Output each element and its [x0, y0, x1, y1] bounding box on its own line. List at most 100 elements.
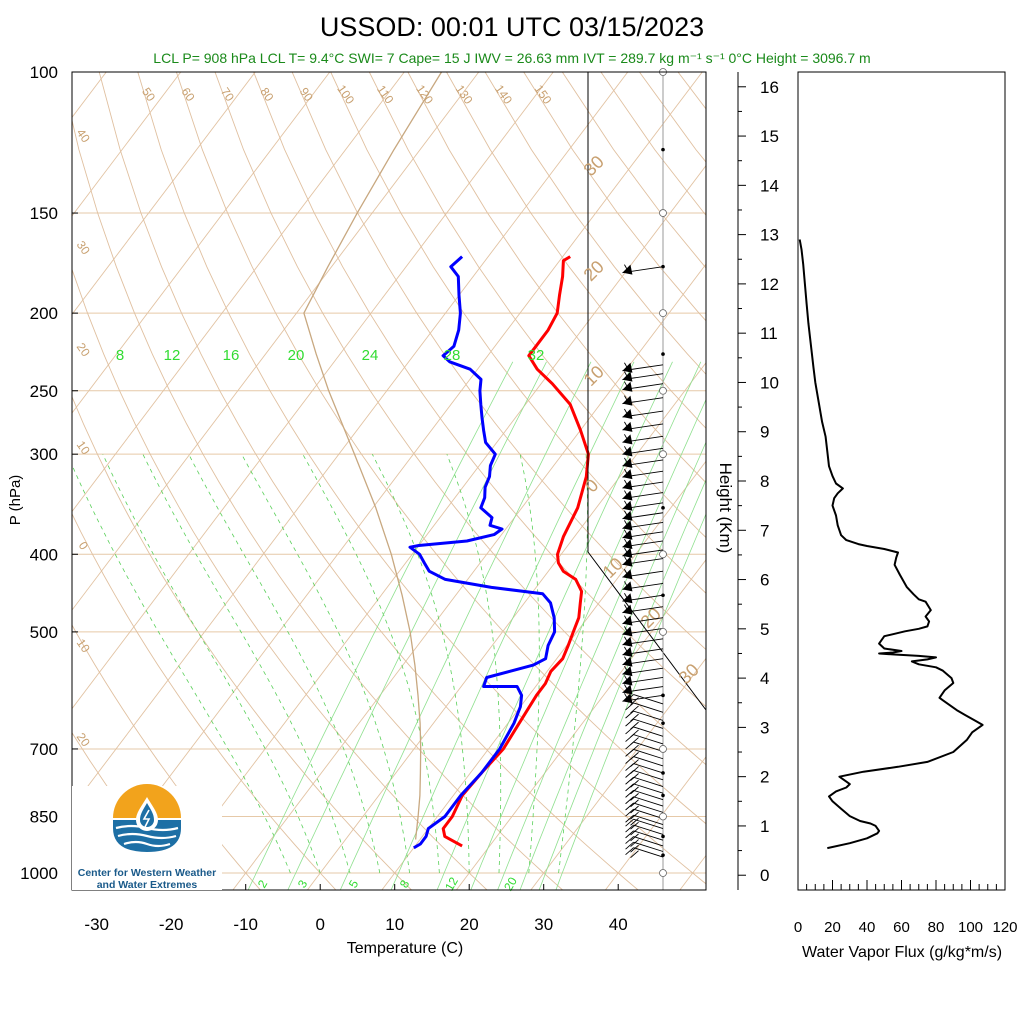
wind-barb [622, 395, 664, 406]
dry-adiabat-label: 90 [297, 85, 316, 104]
skew-t-axes: -30 -20 -10 0 10 20 30 401001502002503004005007… [20, 63, 627, 934]
wind-barb [622, 446, 664, 457]
dry-adiabat-label: 50 [139, 85, 158, 104]
mixing-ratio-line [287, 361, 547, 890]
dry-adiabat [484, 72, 706, 375]
mixing-ratio-line [519, 441, 706, 890]
height-tick-label: 16 [760, 78, 779, 97]
y-tick-label: 1000 [20, 864, 58, 883]
wind-barb [625, 718, 664, 730]
y-tick-label: 150 [30, 204, 58, 223]
wind-level-dot [661, 352, 665, 356]
isotherm [72, 72, 405, 513]
flux-x-tick-label: 120 [992, 919, 1017, 936]
height-tick-label: 11 [760, 324, 778, 343]
wind-barb [622, 556, 664, 567]
wind-barb [625, 710, 664, 722]
y-tick-label: 200 [30, 304, 58, 323]
parcel-curve [303, 72, 443, 840]
wind-barb [622, 434, 664, 445]
height-tick-label: 0 [760, 866, 769, 885]
height-tick-label: 14 [760, 176, 779, 195]
wind-barb [625, 830, 664, 842]
dry-adiabat [72, 395, 412, 890]
dry-adiabat [600, 72, 706, 216]
x-tick-label: 30 [534, 915, 553, 934]
isotherm [72, 72, 629, 808]
plot-frame [71, 71, 707, 891]
moist-adiabat [241, 454, 410, 874]
wind-scale-label: 30 [675, 660, 703, 688]
wind-barb [622, 479, 664, 491]
x-tick-label: -10 [233, 915, 258, 934]
height-tick-label: 9 [760, 423, 769, 442]
y-tick-label: 300 [30, 445, 58, 464]
moist-adiabat [102, 454, 321, 874]
dry-adiabat-label: 100 [334, 82, 357, 107]
mixing-ratio-line [247, 361, 514, 890]
wind-barb [622, 362, 664, 373]
wind-barb [625, 808, 664, 820]
x-tick-label: 40 [609, 915, 628, 934]
moist-adiabat [72, 464, 291, 874]
mixing-ratio-label: 8 [116, 347, 124, 364]
isotherm [381, 460, 706, 890]
x-axis-label: Temperature (C) [347, 940, 463, 957]
height-tick-label: 4 [760, 669, 769, 688]
wind-scale-boundary [587, 72, 707, 711]
wind-barb [625, 814, 664, 826]
wind-barb [622, 626, 664, 637]
logo-org-line1: Center for Western Weather [78, 867, 216, 879]
wind-level-dot [661, 264, 665, 269]
dry-adiabat [72, 512, 337, 890]
wind-level-dot [661, 506, 665, 510]
calm-wind-marker [659, 627, 667, 636]
wind-scale-label: 10 [580, 362, 608, 390]
wind-level-dot [661, 593, 665, 598]
y-tick-label: 100 [30, 63, 58, 82]
x-tick-label: -20 [159, 915, 184, 934]
dry-adiabat [639, 72, 706, 163]
wind-barb [625, 847, 664, 858]
wind-barb [622, 592, 664, 604]
mixing-ratio-line [390, 361, 635, 890]
temperature-curve [441, 255, 590, 848]
isotherm-label: 20 [74, 730, 93, 749]
wind-level-dot [661, 771, 665, 775]
height-tick-label: 2 [760, 768, 769, 787]
isotherm-label: 30 [74, 238, 93, 257]
dry-adiabat [330, 72, 706, 594]
mixing-ratio-label: 24 [362, 347, 379, 364]
isotherm-label: 20 [74, 340, 93, 359]
mixing-ratio-label: 2 [255, 877, 271, 890]
y-tick-label: 500 [30, 623, 58, 642]
wind-barb [625, 789, 664, 801]
wind-barb [622, 520, 664, 531]
dry-adiabat [98, 72, 639, 890]
dry-adiabat [561, 72, 706, 269]
isotherm-label: 40 [74, 126, 93, 145]
wind-barb [622, 656, 664, 667]
calm-wind-marker [659, 209, 667, 217]
wind-barb [622, 538, 664, 549]
calm-wind-marker [659, 450, 667, 459]
y-tick-label: 400 [30, 545, 58, 564]
wind-barb [622, 371, 664, 382]
isotherm [72, 72, 256, 316]
y-axis-label: P (hPa) [7, 475, 24, 526]
mixing-ratio-label: 16 [223, 347, 240, 364]
calm-wind-marker [659, 309, 667, 318]
wind-barb [622, 381, 664, 392]
wind-barb [622, 457, 664, 468]
wind-barb [622, 408, 664, 420]
calm-wind-marker [659, 812, 667, 821]
flux-x-tick-label: 60 [893, 919, 910, 936]
wind-barb [622, 421, 664, 432]
flux-curve [798, 239, 984, 850]
wind-barb [622, 264, 664, 275]
mixing-ratio-line [436, 361, 673, 890]
wind-barb [622, 615, 664, 626]
wind-scale-label: 20 [580, 257, 608, 285]
